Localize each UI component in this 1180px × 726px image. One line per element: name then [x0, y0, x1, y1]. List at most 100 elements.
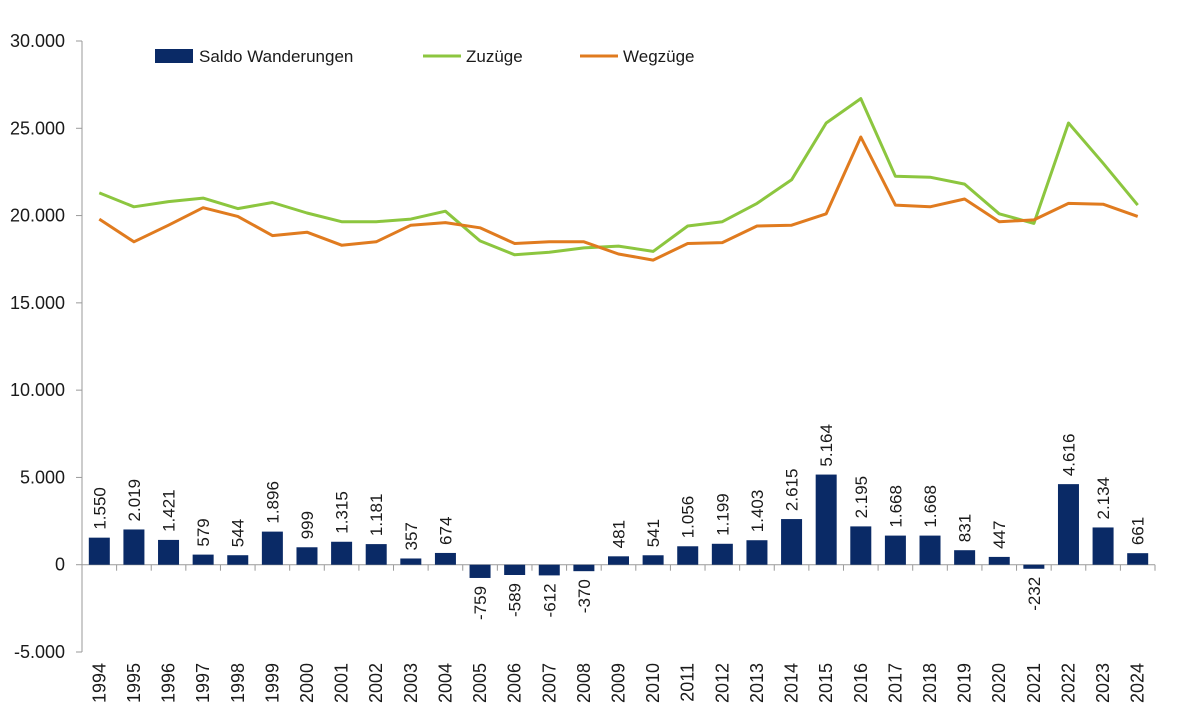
data-label: 2.195: [852, 476, 871, 519]
data-label: -232: [1025, 577, 1044, 611]
y-tick-label: 30.000: [10, 31, 65, 51]
data-label: 1.668: [886, 485, 905, 528]
data-label: 674: [436, 517, 455, 545]
bar: [919, 535, 941, 565]
bar: [434, 552, 456, 565]
data-label: 1.896: [263, 481, 282, 524]
data-label: 481: [610, 520, 629, 548]
data-label: 1.550: [90, 487, 109, 530]
bar: [158, 539, 180, 565]
x-tick-label: 2016: [851, 663, 871, 703]
data-label: 544: [229, 519, 248, 547]
y-axis-ticks: -5.000 0 5.000 10.000 15.000 20.000 25.000 30.0…: [10, 31, 82, 662]
bar: [1023, 564, 1045, 569]
y-tick-label: 10.000: [10, 380, 65, 400]
bar: [781, 519, 803, 565]
data-label: 831: [956, 514, 975, 542]
bar: [1057, 484, 1079, 565]
x-tick-label: 2020: [989, 663, 1009, 703]
data-label: -370: [575, 579, 594, 613]
x-tick-label: 2024: [1128, 663, 1148, 703]
bar: [711, 543, 733, 565]
x-tick-label: 2007: [539, 663, 559, 703]
data-label: 5.164: [817, 424, 836, 467]
x-tick-label: 2022: [1058, 663, 1078, 703]
y-tick-label: -5.000: [14, 642, 65, 662]
x-tick-label: 2003: [401, 663, 421, 703]
x-tick-label: 1996: [159, 663, 179, 703]
x-tick-label: 2019: [955, 663, 975, 703]
bar: [227, 555, 249, 565]
bar: [331, 541, 353, 565]
x-tick-label: 1997: [193, 663, 213, 703]
data-label: -612: [540, 583, 559, 617]
bar: [1092, 527, 1114, 565]
y-tick-label: 5.000: [20, 467, 65, 487]
data-label: 2.615: [783, 469, 802, 512]
x-tick-label: 2015: [816, 663, 836, 703]
legend-swatch-saldo: [155, 49, 193, 63]
bar: [573, 564, 595, 572]
bar: [850, 526, 872, 565]
x-tick-label: 2014: [782, 663, 802, 703]
bar: [261, 531, 283, 565]
bar-series: [88, 474, 1149, 578]
x-tick-label: 2001: [332, 663, 352, 703]
data-label: -589: [506, 583, 525, 617]
bar: [815, 474, 837, 565]
x-tick-label: 2021: [1024, 663, 1044, 703]
x-tick-label: 2009: [609, 663, 629, 703]
data-label: 357: [402, 522, 421, 550]
x-tick-label: 2023: [1093, 663, 1113, 703]
bar: [192, 554, 214, 565]
x-tick-label: 2011: [678, 663, 698, 702]
data-label: 2.019: [125, 479, 144, 522]
y-tick-label: 25.000: [10, 118, 65, 138]
legend: Saldo Wanderungen Zuzüge Wegzüge: [155, 47, 695, 66]
x-tick-label: 1999: [262, 663, 282, 703]
x-axis-ticks: 1994 1995 1996 1997 1998 1999 2000 2001 2002 2003…: [81, 564, 1156, 703]
x-tick-label: 2012: [712, 663, 732, 703]
x-tick-label: 2008: [574, 663, 594, 703]
x-tick-label: 2006: [505, 663, 525, 703]
x-tick-label: 2000: [297, 663, 317, 703]
data-label: 1.668: [921, 485, 940, 528]
y-tick-label: 0: [55, 555, 65, 575]
legend-label-zuzuege: Zuzüge: [466, 47, 523, 66]
bar: [954, 550, 976, 565]
x-tick-label: 2018: [920, 663, 940, 703]
bar: [538, 564, 560, 576]
y-tick-label: 15.000: [10, 293, 65, 313]
data-label: 541: [644, 519, 663, 547]
legend-label-wegzuege: Wegzüge: [623, 47, 695, 66]
data-label: 1.056: [679, 496, 698, 539]
legend-label-saldo: Saldo Wanderungen: [199, 47, 353, 66]
data-label: -759: [471, 586, 490, 620]
data-labels: 1.550 2.019 1.421 579 544 1.896 999 1.315 1.181 3…: [90, 424, 1147, 620]
x-tick-label: 2010: [643, 663, 663, 703]
bar: [469, 564, 491, 578]
data-label: 1.199: [713, 493, 732, 536]
x-tick-label: 2002: [366, 663, 386, 703]
x-tick-label: 1995: [124, 663, 144, 703]
x-tick-label: 2004: [435, 663, 455, 703]
x-tick-label: 2005: [470, 663, 490, 703]
y-tick-label: 20.000: [10, 206, 65, 226]
data-label: 661: [1129, 517, 1148, 545]
data-label: 447: [990, 521, 1009, 549]
x-tick-label: 2017: [885, 663, 905, 703]
bar: [88, 537, 110, 565]
x-tick-label: 2013: [747, 663, 767, 703]
data-label: 1.315: [333, 491, 352, 534]
x-tick-label: 1994: [89, 663, 109, 703]
data-label: 2.134: [1094, 477, 1113, 520]
data-label: 1.421: [160, 489, 179, 532]
bar: [988, 556, 1010, 565]
bar: [400, 558, 422, 565]
bar: [884, 535, 906, 565]
bar: [746, 540, 768, 565]
x-tick-label: 1998: [228, 663, 248, 703]
line-series: [98, 97, 1139, 262]
data-label: 579: [194, 518, 213, 546]
